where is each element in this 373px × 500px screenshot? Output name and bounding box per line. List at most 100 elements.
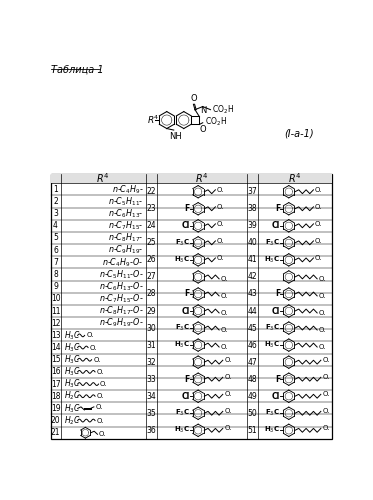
- Text: O.: O.: [100, 381, 107, 387]
- Text: 36: 36: [147, 426, 157, 435]
- Text: 2: 2: [53, 197, 58, 206]
- Text: O.: O.: [319, 327, 326, 333]
- Text: O.: O.: [319, 276, 326, 282]
- Text: 39: 39: [248, 222, 257, 230]
- Text: 22: 22: [147, 187, 156, 196]
- Text: O.: O.: [315, 255, 322, 261]
- Text: Cl: Cl: [181, 222, 189, 230]
- Text: 44: 44: [248, 306, 257, 316]
- Text: $n$-C$_{6}$H$_{13}$-O-: $n$-C$_{6}$H$_{13}$-O-: [99, 280, 144, 293]
- Text: H$_3$C: H$_3$C: [264, 340, 280, 350]
- Text: O.: O.: [90, 344, 97, 350]
- Text: O.: O.: [86, 332, 94, 338]
- Text: 48: 48: [248, 374, 257, 384]
- Text: O.: O.: [315, 221, 322, 227]
- Text: 51: 51: [248, 426, 257, 435]
- Text: O.: O.: [224, 392, 232, 398]
- Text: 43: 43: [248, 290, 257, 298]
- Text: 12: 12: [51, 318, 60, 328]
- Text: $n$-C$_{8}$H$_{17}$-: $n$-C$_{8}$H$_{17}$-: [108, 232, 144, 244]
- Text: H$_3$C: H$_3$C: [64, 402, 81, 414]
- Text: 38: 38: [248, 204, 257, 214]
- Text: $n$-C$_{4}$H$_{9}$-O-: $n$-C$_{4}$H$_{9}$-O-: [102, 256, 144, 268]
- Text: O: O: [191, 94, 198, 102]
- Text: H$_3$C: H$_3$C: [64, 378, 81, 390]
- Text: 41: 41: [248, 256, 257, 264]
- Text: O.: O.: [221, 344, 228, 350]
- Text: O.: O.: [224, 408, 232, 414]
- Text: O.: O.: [217, 187, 224, 193]
- Text: H$_2$C: H$_2$C: [64, 414, 81, 427]
- Text: F$_3$C: F$_3$C: [266, 238, 280, 248]
- Text: F: F: [184, 290, 189, 298]
- Text: 33: 33: [147, 374, 157, 384]
- Bar: [50, 174, 332, 183]
- Text: F: F: [275, 290, 280, 298]
- Text: O.: O.: [217, 255, 224, 261]
- Text: F: F: [184, 374, 189, 384]
- Text: O.: O.: [319, 293, 326, 299]
- Text: 46: 46: [248, 340, 257, 349]
- Text: (I-a-1): (I-a-1): [285, 128, 314, 138]
- Text: H$_3$C: H$_3$C: [174, 340, 189, 350]
- Text: 47: 47: [248, 358, 257, 366]
- Text: O.: O.: [224, 374, 232, 380]
- Text: $R^4$: $R^4$: [195, 172, 209, 185]
- Text: F: F: [184, 204, 189, 214]
- Text: 5: 5: [53, 234, 58, 242]
- Text: H$_3$C: H$_3$C: [264, 255, 280, 265]
- Text: 42: 42: [248, 272, 257, 281]
- Text: 4: 4: [53, 222, 58, 230]
- Text: H$_3$C: H$_3$C: [64, 354, 81, 366]
- Text: F$_3$C: F$_3$C: [266, 323, 280, 333]
- Text: 6: 6: [53, 246, 58, 254]
- Text: O.: O.: [322, 357, 330, 363]
- Text: O: O: [200, 125, 206, 134]
- Text: O.: O.: [217, 204, 224, 210]
- Text: 18: 18: [51, 392, 60, 400]
- Text: 35: 35: [147, 409, 157, 418]
- Text: 29: 29: [147, 306, 156, 316]
- Text: Cl: Cl: [181, 306, 189, 316]
- Text: 40: 40: [248, 238, 257, 248]
- Text: O.: O.: [221, 293, 228, 299]
- Text: O.: O.: [217, 238, 224, 244]
- Text: $n$-C$_{6}$H$_{13}$-: $n$-C$_{6}$H$_{13}$-: [108, 208, 144, 220]
- Text: 25: 25: [147, 238, 156, 248]
- Text: 7: 7: [53, 258, 58, 267]
- Text: O.: O.: [322, 408, 330, 414]
- Text: O.: O.: [319, 310, 326, 316]
- Text: Cl: Cl: [272, 392, 280, 400]
- Text: H$_3$C: H$_3$C: [64, 342, 81, 354]
- Text: O.: O.: [97, 393, 104, 399]
- Text: $n$-C$_{9}$H$_{19}$-: $n$-C$_{9}$H$_{19}$-: [108, 244, 144, 256]
- Text: O.: O.: [319, 344, 326, 350]
- Text: O.: O.: [95, 404, 103, 410]
- Text: $n$-C$_{8}$H$_{17}$-O-: $n$-C$_{8}$H$_{17}$-O-: [99, 305, 144, 318]
- Text: $n$-C$_{4}$H$_{9}$-: $n$-C$_{4}$H$_{9}$-: [112, 183, 144, 196]
- Text: 49: 49: [248, 392, 257, 400]
- Text: $n$-C$_{5}$H$_{11}$-O-: $n$-C$_{5}$H$_{11}$-O-: [99, 268, 144, 281]
- Text: 26: 26: [147, 256, 156, 264]
- Text: O.: O.: [221, 310, 228, 316]
- Bar: [50, 174, 332, 439]
- Text: $R^4$: $R^4$: [288, 172, 302, 185]
- Text: 21: 21: [51, 428, 60, 438]
- Text: $n$-C$_{5}$H$_{11}$-: $n$-C$_{5}$H$_{11}$-: [108, 195, 144, 207]
- Text: O.: O.: [224, 357, 232, 363]
- Text: O.: O.: [322, 426, 330, 432]
- Text: 17: 17: [51, 380, 60, 388]
- Text: Таблица 1: Таблица 1: [51, 64, 104, 74]
- Text: $n$-C$_{7}$H$_{15}$-O-: $n$-C$_{7}$H$_{15}$-O-: [99, 292, 144, 305]
- Text: O.: O.: [315, 187, 322, 193]
- Text: $R^4$: $R^4$: [147, 114, 160, 126]
- Text: 16: 16: [51, 368, 60, 376]
- Text: 13: 13: [51, 331, 60, 340]
- Text: F$_3$C: F$_3$C: [175, 408, 189, 418]
- Text: O.: O.: [97, 369, 104, 375]
- Text: F: F: [275, 204, 280, 214]
- Text: 10: 10: [51, 294, 60, 304]
- Text: 8: 8: [53, 270, 58, 279]
- Text: Cl: Cl: [272, 222, 280, 230]
- Text: O.: O.: [221, 327, 228, 333]
